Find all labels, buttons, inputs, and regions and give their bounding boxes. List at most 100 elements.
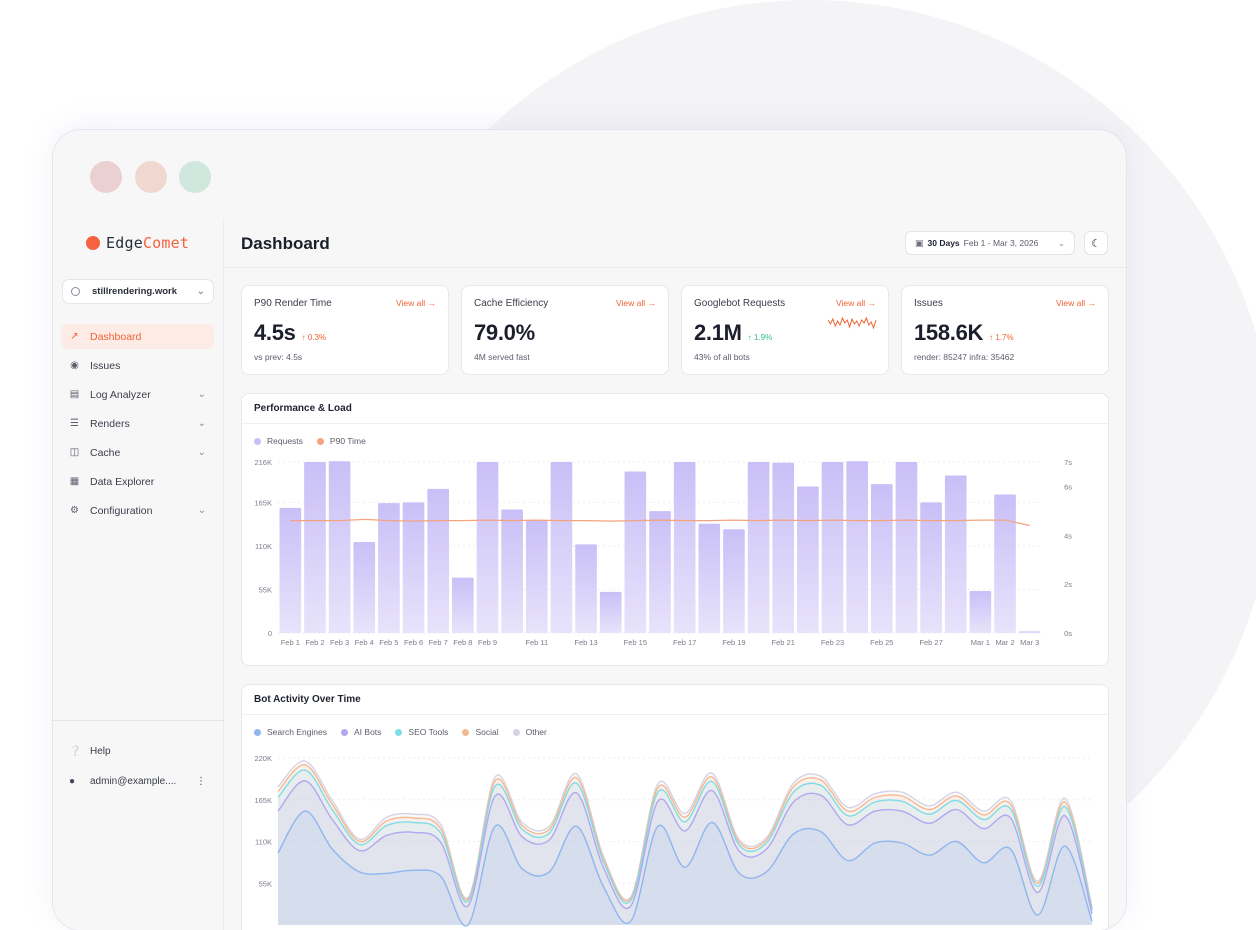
bar-requests[interactable]	[723, 529, 745, 633]
legend-item[interactable]: Social	[462, 727, 499, 737]
bar-requests[interactable]	[870, 484, 893, 633]
sidebar-item-label: Dashboard	[90, 330, 142, 343]
area-other	[278, 760, 1092, 925]
bar-requests[interactable]	[846, 461, 868, 633]
x-tick-label: Feb 17	[673, 638, 696, 647]
sidebar-item-issues[interactable]: ◉ Issues	[61, 353, 214, 378]
legend-swatch	[254, 728, 261, 736]
site-selector[interactable]: stillrendering.work ⌄	[62, 279, 214, 304]
x-tick-label: Mar 1	[971, 638, 990, 647]
bar-requests[interactable]	[920, 502, 942, 633]
bar-requests[interactable]	[994, 494, 1016, 633]
x-tick-label: Feb 21	[772, 638, 795, 647]
bar-requests[interactable]	[378, 503, 400, 633]
y-tick-label: 55K	[259, 585, 272, 594]
view-all-link[interactable]: View all →	[836, 298, 876, 308]
sidebar-item-data-explorer[interactable]: ▦ Data Explorer	[61, 469, 214, 494]
bar-requests[interactable]	[747, 462, 770, 633]
legend-item[interactable]: Search Engines	[254, 727, 327, 737]
bar-requests[interactable]	[698, 523, 721, 633]
bar-requests[interactable]	[550, 462, 573, 633]
bar-requests[interactable]	[476, 462, 499, 633]
legend-item[interactable]: P90 Time	[316, 436, 366, 446]
x-tick-label: Feb 23	[821, 638, 844, 647]
bar-requests[interactable]	[328, 461, 351, 633]
bar-requests[interactable]	[575, 544, 597, 633]
bar-requests[interactable]	[599, 591, 622, 633]
kpi-title: Issues	[914, 298, 943, 309]
more-vertical-icon[interactable]: ⋮	[196, 775, 206, 787]
date-range-picker[interactable]: ▣ 30 Days Feb 1 - Mar 3, 2026 ⌄	[905, 231, 1075, 255]
x-tick-label: Feb 9	[478, 638, 497, 647]
legend-label: Other	[525, 727, 547, 737]
window-maximize-dot[interactable]	[179, 161, 211, 193]
sidebar-item-label: Renders	[90, 417, 130, 430]
kpi-card-issues: Issues View all → 158.6K ↑ 1.7% render: 8524…	[901, 285, 1109, 375]
logo-mark-icon	[86, 236, 100, 250]
sidebar-item-log-analyzer[interactable]: ▤ Log Analyzer ⌄	[61, 382, 214, 407]
bar-requests[interactable]	[525, 520, 548, 633]
bar-requests[interactable]	[944, 475, 967, 633]
bar-requests[interactable]	[304, 462, 326, 633]
bar-requests[interactable]	[452, 577, 474, 633]
sidebar-item-dashboard[interactable]: ↗ Dashboard	[61, 324, 214, 349]
window-close-dot[interactable]	[90, 161, 122, 193]
sidebar-item-configuration[interactable]: ⚙ Configuration ⌄	[61, 498, 214, 523]
view-all-link[interactable]: View all →	[616, 298, 656, 308]
bar-requests[interactable]	[1018, 631, 1041, 633]
x-tick-label: Feb 13	[574, 638, 597, 647]
legend-item[interactable]: Other	[512, 727, 547, 737]
kpi-card-cache-efficiency: Cache Efficiency View all → 79.0% 4M served…	[461, 285, 669, 375]
brand-name-accent: Comet	[142, 234, 190, 252]
legend-item[interactable]: AI Bots	[341, 727, 381, 737]
theme-toggle-button[interactable]: ☾	[1084, 231, 1108, 255]
user-menu[interactable]: ● admin@example.... ⋮	[61, 768, 214, 794]
sidebar-divider	[53, 720, 224, 721]
sidebar-item-label: Log Analyzer	[90, 388, 151, 401]
bar-requests[interactable]	[353, 541, 376, 633]
help-link[interactable]: ❔ Help	[61, 738, 214, 764]
view-all-link[interactable]: View all →	[396, 298, 436, 308]
help-circle-icon: ❔	[69, 745, 82, 757]
sidebar-item-renders[interactable]: ☰ Renders ⌄	[61, 411, 214, 436]
bar-requests[interactable]	[624, 471, 647, 634]
bar-requests[interactable]	[772, 462, 795, 633]
bar-requests[interactable]	[895, 462, 918, 633]
kpi-subtext: 4M served fast	[474, 352, 530, 362]
sidebar-item-label: Configuration	[90, 504, 153, 517]
bar-requests[interactable]	[821, 462, 844, 633]
kpi-title: Cache Efficiency	[474, 298, 549, 309]
sparkline-path	[828, 316, 877, 330]
calendar-icon: ▣	[915, 237, 924, 248]
y2-tick-label: 0s	[1064, 629, 1072, 638]
page-header: Dashboard ▣ 30 Days Feb 1 - Mar 3, 2026 …	[225, 218, 1126, 268]
area-ai-bots	[278, 780, 1092, 925]
y-tick-label: 220K	[254, 754, 272, 763]
y2-tick-label: 7s	[1064, 458, 1072, 467]
x-tick-label: Feb 15	[624, 638, 647, 647]
bot-activity-panel: Bot Activity Over Time Search Engines AI …	[241, 684, 1109, 930]
sidebar-item-cache[interactable]: ◫ Cache ⌄	[61, 440, 214, 465]
line-ai-bots	[277, 780, 1093, 914]
bar-requests[interactable]	[649, 511, 671, 633]
bar-requests[interactable]	[673, 462, 696, 633]
kpi-card-p90-render-time: P90 Render Time View all → 4.5s ↑ 0.3% vs pr…	[241, 285, 449, 375]
brand-name-part: Edge	[106, 234, 143, 252]
globe-icon	[71, 287, 80, 296]
bar-requests[interactable]	[279, 507, 302, 633]
window-minimize-dot[interactable]	[135, 161, 167, 193]
bar-requests[interactable]	[797, 486, 819, 633]
bar-requests[interactable]	[501, 509, 523, 634]
kpi-title: P90 Render Time	[254, 298, 332, 309]
legend-item[interactable]: Requests	[254, 436, 303, 446]
panel-title: Bot Activity Over Time	[242, 685, 1108, 715]
bar-requests[interactable]	[427, 488, 450, 633]
bar-requests[interactable]	[969, 591, 992, 633]
kpi-value: 2.1M	[694, 320, 742, 345]
legend-item[interactable]: SEO Tools	[395, 727, 448, 737]
bar-requests[interactable]	[402, 502, 425, 633]
legend-swatch	[462, 728, 470, 736]
y-tick-label: 55K	[259, 879, 272, 888]
brand-logo[interactable]: EdgeComet	[86, 234, 189, 252]
view-all-link[interactable]: View all →	[1056, 298, 1096, 308]
